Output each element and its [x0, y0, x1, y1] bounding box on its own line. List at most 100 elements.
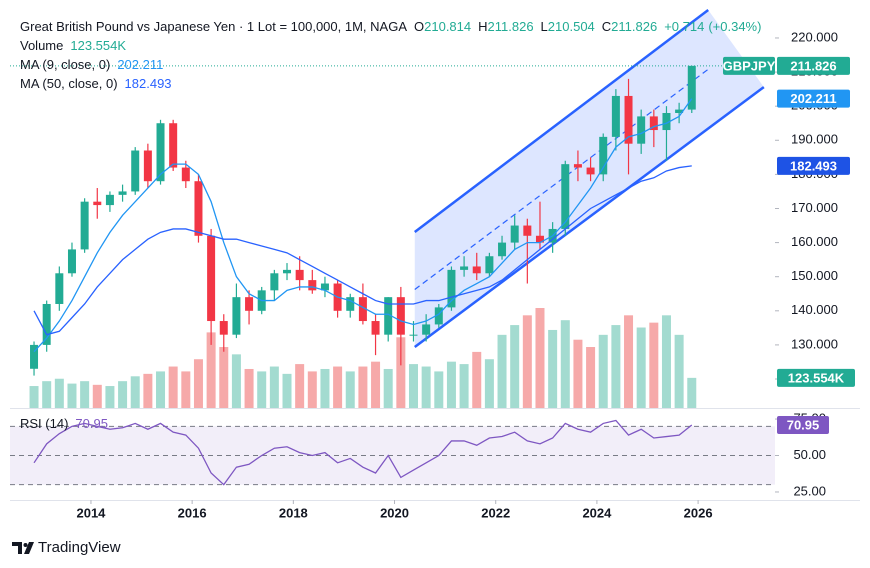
candle-body	[687, 65, 696, 110]
ohlc-value: 210.814	[424, 19, 471, 34]
candle-body	[207, 235, 216, 322]
volume-bar	[168, 366, 178, 408]
volume-badge-box	[777, 368, 855, 387]
x-tick-label: 2014	[76, 505, 106, 520]
volume-bar	[92, 384, 102, 408]
candle-body	[649, 116, 658, 131]
moving-average	[33, 165, 692, 336]
legend-header: Great British Pound vs Japanese Yen · 1 …	[20, 19, 761, 34]
change-pct: (+0.34%)	[708, 19, 761, 34]
volume-bar	[624, 315, 634, 408]
candle-body	[232, 297, 241, 335]
y-tick-label: 140.000	[791, 302, 838, 317]
volume-bar	[193, 359, 203, 408]
ma-badge-box	[777, 156, 850, 175]
candle-body	[219, 321, 228, 335]
candle-body	[535, 235, 544, 243]
legend-value: 70.95	[75, 416, 108, 431]
volume-bar	[472, 351, 482, 408]
legend-name: MA (50, close, 0)	[20, 76, 118, 91]
legend-value: 182.493	[125, 76, 172, 91]
candle-body	[675, 109, 684, 113]
channel-upper	[414, 9, 709, 234]
volume-bar	[446, 361, 456, 408]
legend-value: 123.554K	[70, 38, 126, 53]
volume-bar	[535, 308, 545, 408]
change: +0.714	[664, 19, 704, 34]
volume-bar	[560, 320, 570, 408]
y-tick-label: 130.000	[791, 336, 838, 351]
candle-body	[30, 344, 39, 369]
y-tick-label: 190.000	[791, 132, 838, 147]
candle-body	[169, 123, 178, 168]
legend-volume: Volume 123.554K	[20, 38, 126, 53]
candle-body	[80, 201, 89, 250]
price-badge-box	[777, 56, 850, 75]
y-tick-label: 50.00	[793, 447, 826, 462]
x-tick-label: 2016	[178, 505, 207, 520]
candle-body	[586, 167, 595, 175]
candle-body	[485, 256, 494, 274]
y-tick-label: 160.000	[791, 234, 838, 249]
volume-bar	[396, 337, 406, 408]
volume-bar	[687, 377, 697, 408]
ma-badge-box	[777, 89, 850, 108]
candle-body	[460, 266, 469, 270]
legend-name: RSI (14)	[20, 416, 68, 431]
candle-body	[105, 194, 114, 206]
volume-bar	[484, 359, 494, 408]
candle-body	[434, 307, 443, 325]
volume-bar	[573, 339, 583, 408]
symbol-badge-box	[723, 56, 775, 75]
volume-bar	[282, 373, 292, 408]
volume-bar	[345, 371, 355, 408]
candle-body	[67, 249, 76, 274]
volume-bar	[661, 315, 671, 408]
volume-badge: 123.554K	[788, 370, 845, 385]
candle-body	[245, 297, 254, 311]
candle-body	[498, 242, 507, 257]
volume-bar	[598, 334, 608, 408]
x-tick-label: 2024	[582, 505, 612, 520]
tradingview-logo: TradingView	[12, 539, 121, 556]
chart-title: Great British Pound vs Japanese Yen · 1 …	[20, 19, 407, 34]
candle-body	[561, 164, 570, 229]
candle-body	[118, 191, 127, 195]
volume-bar	[586, 347, 596, 408]
brand: TradingView	[38, 539, 121, 556]
candle-body	[358, 297, 367, 322]
volume-bar	[611, 325, 621, 408]
candle-body	[131, 150, 140, 192]
volume-bar	[320, 368, 330, 408]
legend-ma: MA (9, close, 0) 202.211	[20, 57, 163, 72]
y-tick-label: 25.00	[793, 483, 826, 498]
volume-bar	[307, 371, 317, 408]
volume-bar	[510, 325, 520, 408]
volume-bar	[434, 371, 444, 408]
rsi-line	[33, 419, 693, 486]
legend-name: Volume	[20, 38, 63, 53]
candle-body	[295, 269, 304, 281]
candle-body	[283, 269, 292, 274]
volume-bar	[421, 366, 431, 408]
candle-body	[384, 297, 393, 335]
legend-value: 202.211	[117, 57, 163, 72]
volume-bar	[105, 386, 115, 408]
candle-body	[422, 324, 431, 335]
candle-body	[472, 266, 481, 274]
candle-body	[396, 297, 405, 335]
candle-body	[55, 273, 64, 304]
y-tick-label: 220.000	[791, 29, 838, 44]
volume-bar	[219, 347, 229, 408]
volume-bar	[181, 371, 191, 408]
ohlc-value: 211.826	[611, 19, 657, 34]
volume-bar	[497, 334, 507, 408]
volume-bar	[206, 332, 216, 408]
candle-body	[447, 269, 456, 308]
y-tick-label: 150.000	[791, 268, 838, 283]
volume-bar	[156, 371, 166, 408]
candle-body	[637, 116, 646, 144]
volume-bar	[383, 368, 393, 408]
volume-bar	[649, 322, 659, 408]
